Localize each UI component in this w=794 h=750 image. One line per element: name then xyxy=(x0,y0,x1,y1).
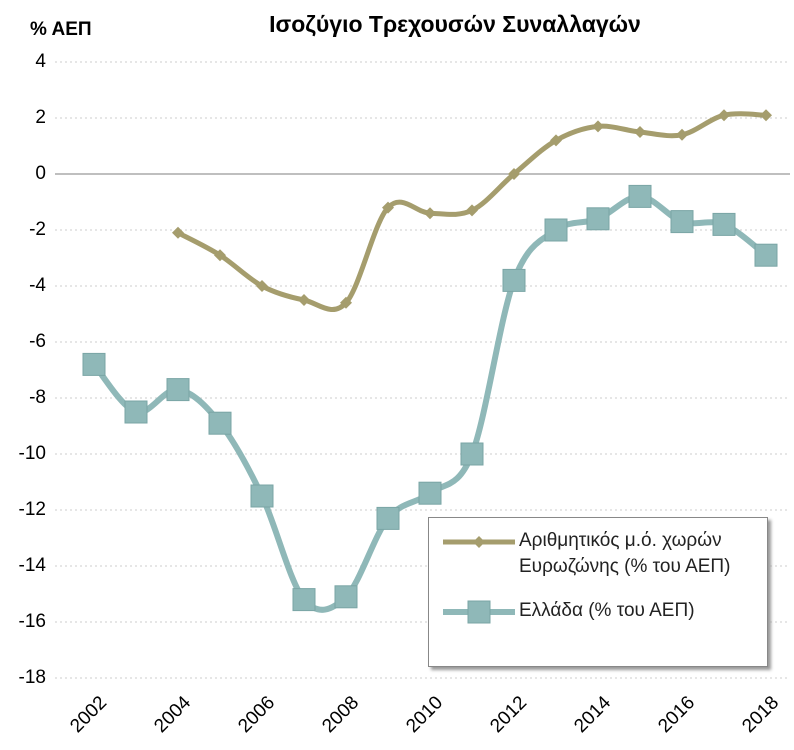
data-point xyxy=(718,109,730,122)
data-point xyxy=(712,212,736,236)
x-tick-label: 2012 xyxy=(486,692,531,737)
legend-swatch xyxy=(443,536,515,548)
data-point xyxy=(208,411,232,435)
data-point xyxy=(586,207,610,231)
data-point xyxy=(256,280,268,292)
y-tick-label: -10 xyxy=(19,443,46,464)
data-point xyxy=(460,442,484,466)
y-tick-label: 4 xyxy=(35,51,46,72)
data-point xyxy=(418,481,442,505)
data-point xyxy=(298,294,310,306)
x-tick-label: 2002 xyxy=(66,692,111,737)
x-tick-label: 2014 xyxy=(570,692,615,737)
data-point xyxy=(502,268,526,292)
x-tick-label: 2010 xyxy=(402,692,447,737)
x-tick-label: 2006 xyxy=(234,692,279,737)
y-tick-label: 0 xyxy=(35,163,46,184)
x-tick-label: 2016 xyxy=(654,692,699,737)
data-point xyxy=(676,128,688,141)
y-tick-label: -6 xyxy=(29,331,46,352)
data-point xyxy=(334,585,358,609)
data-point xyxy=(214,249,226,262)
data-point xyxy=(172,226,184,239)
data-point xyxy=(424,207,436,220)
data-point xyxy=(508,168,520,180)
legend-label: Αριθμητικός μ.ό. χωρών Ευρωζώνης (% του … xyxy=(519,530,731,577)
data-point xyxy=(376,506,400,530)
data-point xyxy=(466,204,478,217)
y-tick-label: -18 xyxy=(19,667,46,688)
x-tick-label: 2018 xyxy=(738,692,783,737)
data-point xyxy=(670,210,694,234)
data-point xyxy=(382,201,394,214)
data-point xyxy=(550,134,562,147)
data-point xyxy=(544,218,568,242)
legend-swatch xyxy=(443,600,515,624)
data-point xyxy=(628,184,652,208)
data-point xyxy=(166,378,190,402)
y-tick-label: -8 xyxy=(29,387,46,408)
data-point xyxy=(760,109,772,122)
data-point xyxy=(82,352,106,376)
data-point xyxy=(292,588,316,612)
y-tick-label: -12 xyxy=(19,499,46,520)
x-tick-label: 2004 xyxy=(150,692,195,737)
data-point xyxy=(124,400,148,424)
y-tick-label: -2 xyxy=(29,219,46,240)
data-point xyxy=(340,296,352,309)
y-tick-label: 2 xyxy=(35,107,46,128)
chart-title: Ισοζύγιο Τρεχουσών Συναλλαγών xyxy=(269,11,641,37)
data-point xyxy=(250,484,274,508)
y-tick-label: -14 xyxy=(19,555,47,576)
data-point xyxy=(634,126,646,138)
legend-marker xyxy=(467,600,491,624)
legend-label: Ελλάδα (% του ΑΕΠ) xyxy=(519,600,695,621)
legend-entry: Ελλάδα (% του ΑΕΠ) xyxy=(439,598,759,626)
x-tick-label: 2008 xyxy=(318,692,363,737)
legend-entry: Αριθμητικός μ.ό. χωρών Ευρωζώνης (% του … xyxy=(439,528,759,580)
y-axis-label: % ΑΕΠ xyxy=(30,19,92,40)
data-point xyxy=(592,120,604,133)
legend-marker xyxy=(473,536,485,548)
y-tick-label: -4 xyxy=(29,275,46,296)
legend: Αριθμητικός μ.ό. χωρών Ευρωζώνης (% του … xyxy=(428,517,768,667)
data-point xyxy=(754,243,778,267)
y-tick-label: -16 xyxy=(19,611,46,632)
